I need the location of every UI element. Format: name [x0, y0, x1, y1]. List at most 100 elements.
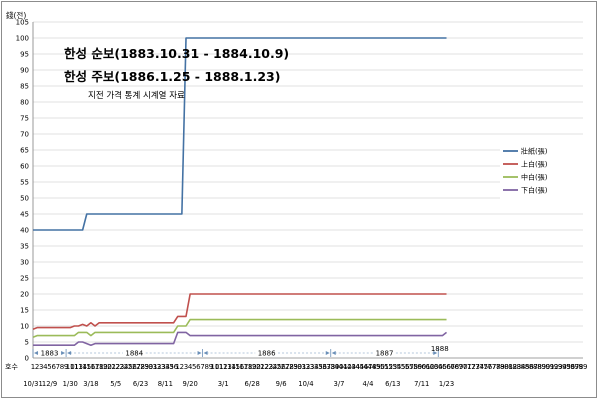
x-issue-label: 26 [128, 363, 137, 371]
x-issue-label: 75 [479, 363, 488, 371]
x-issue-label: 68 [450, 363, 459, 371]
x-issue-label: 16 [86, 363, 95, 371]
x-issue-label: 1 [31, 363, 35, 371]
x-issue-label: 15 [82, 363, 91, 371]
x-issue-label: 60 [417, 363, 426, 371]
x-date-label: 6/13 [385, 380, 400, 388]
y-tick-label: 35 [20, 243, 29, 251]
x-issue-label: 28 [136, 363, 145, 371]
x-issue-label: 81 [504, 363, 513, 371]
chart-title-line-2: 한성 주보(1886.1.25 - 1888.1.23) [64, 69, 280, 84]
x-issue-label: 95 [562, 363, 571, 371]
x-date-label: 9/20 [183, 380, 198, 388]
year-span-label: 1884 [125, 350, 143, 358]
x-issue-label: 49 [372, 363, 381, 371]
x-issue-label: 17 [239, 363, 248, 371]
x-issue-label: 79 [496, 363, 505, 371]
series-line [32, 293, 447, 330]
x-issue-label: 78 [492, 363, 501, 371]
y-tick-label: 105 [16, 19, 29, 27]
x-issue-label: 46 [359, 363, 368, 371]
axes [32, 22, 583, 359]
x-issue-label: 11 [70, 363, 79, 371]
x-issue-label: 63 [430, 363, 439, 371]
y-tick-label: 80 [20, 99, 29, 107]
x-issue-label: 12 [219, 363, 228, 371]
x-axis-issue-labels: 1 2 3 4 5 6 7 8 91011131415161718192021222324252… [31, 363, 588, 371]
x-issue-label: 22 [111, 363, 120, 371]
x-issue-label: 96 [566, 363, 575, 371]
y-tick-label: 0 [25, 355, 29, 363]
x-issue-label: 36 [318, 363, 327, 371]
x-issue-label: 82 [508, 363, 517, 371]
x-date-label: 3/18 [83, 380, 98, 388]
x-date-label: 4/4 [362, 380, 373, 388]
x-issue-label: 7 [56, 363, 60, 371]
x-issue-label: 84 [517, 363, 526, 371]
x-issue-label: 25 [124, 363, 133, 371]
y-tick-label: 30 [20, 259, 29, 267]
x-issue-label: 19 [99, 363, 108, 371]
x-issue-label: 1 [176, 363, 180, 371]
x-issue-label: 22 [260, 363, 269, 371]
x-issue-label: 16 [235, 363, 244, 371]
x-issue-label: 10 [66, 363, 75, 371]
x-issue-label: 91 [545, 363, 554, 371]
year-span-arrow [331, 351, 336, 355]
x-issue-label: 25 [273, 363, 282, 371]
x-issue-label: 31 [148, 363, 157, 371]
y-axis-ticks: 0 5 10 15 20 25 30 35 40 45 50 55 60 65 70 75 80 85 90 95 10… [16, 19, 29, 363]
x-issue-label: 43 [347, 363, 356, 371]
x-issue-label: 71 [463, 363, 472, 371]
x-issue-label: 98 [574, 363, 583, 371]
x-issue-label: 17 [91, 363, 100, 371]
series-line [33, 37, 447, 231]
x-issue-label: 86 [525, 363, 534, 371]
x-date-label: 3/1 [218, 380, 229, 388]
y-tick-label: 25 [20, 275, 29, 283]
x-issue-label: 24 [268, 363, 277, 371]
legend-entry: 中白(張) [521, 173, 548, 182]
x-issue-label: 57 [405, 363, 414, 371]
x-issue-label: 35 [165, 363, 174, 371]
x-issue-label: 5 [192, 363, 196, 371]
x-issue-label: 36 [169, 363, 178, 371]
x-issue-label: 58 [409, 363, 418, 371]
x-issue-label: 9 [209, 363, 213, 371]
x-issue-label: 10 [210, 363, 219, 371]
x-issue-label: 99 [579, 363, 588, 371]
x-issue-label: 55 [397, 363, 406, 371]
x-issue-label: 51 [380, 363, 389, 371]
x-issue-label: 28 [285, 363, 294, 371]
y-tick-label: 45 [20, 211, 29, 219]
y-tick-label: 65 [20, 147, 29, 155]
x-issue-label: 59 [413, 363, 422, 371]
x-issue-label: 39 [330, 363, 339, 371]
x-issue-label: 8 [204, 363, 208, 371]
legend-entry: 下白(張) [521, 186, 548, 195]
x-issue-label: 34 [161, 363, 170, 371]
x-issue-label: 97 [570, 363, 579, 371]
y-tick-label: 20 [20, 291, 29, 299]
y-unit-label: 錢(전) [6, 10, 26, 20]
y-tick-label: 5 [25, 339, 29, 347]
x-issue-label: 31 [297, 363, 306, 371]
x-issue-label: 7 [200, 363, 204, 371]
x-issue-label: 18 [95, 363, 104, 371]
x-issue-label: 26 [277, 363, 286, 371]
x-issue-label: 6 [51, 363, 56, 371]
x-issue-label: 35 [314, 363, 323, 371]
x-issue-label: 8 [60, 363, 64, 371]
x-issue-label: 65 [438, 363, 447, 371]
x-issue-label: 29 [289, 363, 298, 371]
x-issue-label: 27 [281, 363, 290, 371]
year-span-arrow [325, 351, 330, 355]
x-issue-label: 80 [500, 363, 509, 371]
year-span-arrow [197, 351, 202, 355]
x-issue-label: 62 [426, 363, 435, 371]
x-issue-label: 20 [252, 363, 261, 371]
y-tick-label: 90 [20, 67, 29, 75]
x-issue-label: 32 [301, 363, 310, 371]
